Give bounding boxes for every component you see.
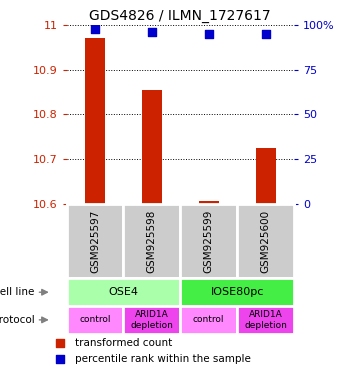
Text: ARID1A
depletion: ARID1A depletion — [244, 310, 287, 329]
Point — [57, 356, 62, 362]
Text: GSM925599: GSM925599 — [204, 209, 214, 273]
Bar — [142, 90, 162, 204]
Text: ARID1A
depletion: ARID1A depletion — [130, 310, 173, 329]
Text: transformed count: transformed count — [75, 338, 173, 349]
Text: protocol: protocol — [0, 315, 35, 325]
Text: control: control — [79, 315, 111, 324]
Text: control: control — [193, 315, 224, 324]
Text: GSM925600: GSM925600 — [260, 209, 271, 273]
Text: GSM925597: GSM925597 — [90, 209, 100, 273]
Point — [263, 31, 268, 37]
Text: cell line: cell line — [0, 287, 35, 297]
Point — [206, 31, 211, 37]
Text: OSE4: OSE4 — [108, 287, 138, 297]
Point — [149, 29, 155, 35]
Text: IOSE80pc: IOSE80pc — [210, 287, 264, 297]
Point — [92, 25, 98, 31]
Text: GSM925598: GSM925598 — [147, 209, 157, 273]
Bar — [199, 201, 219, 204]
Bar — [85, 38, 105, 204]
Title: GDS4826 / ILMN_1727617: GDS4826 / ILMN_1727617 — [90, 8, 271, 23]
Bar — [256, 148, 275, 204]
Text: percentile rank within the sample: percentile rank within the sample — [75, 354, 251, 364]
Point — [57, 341, 62, 347]
